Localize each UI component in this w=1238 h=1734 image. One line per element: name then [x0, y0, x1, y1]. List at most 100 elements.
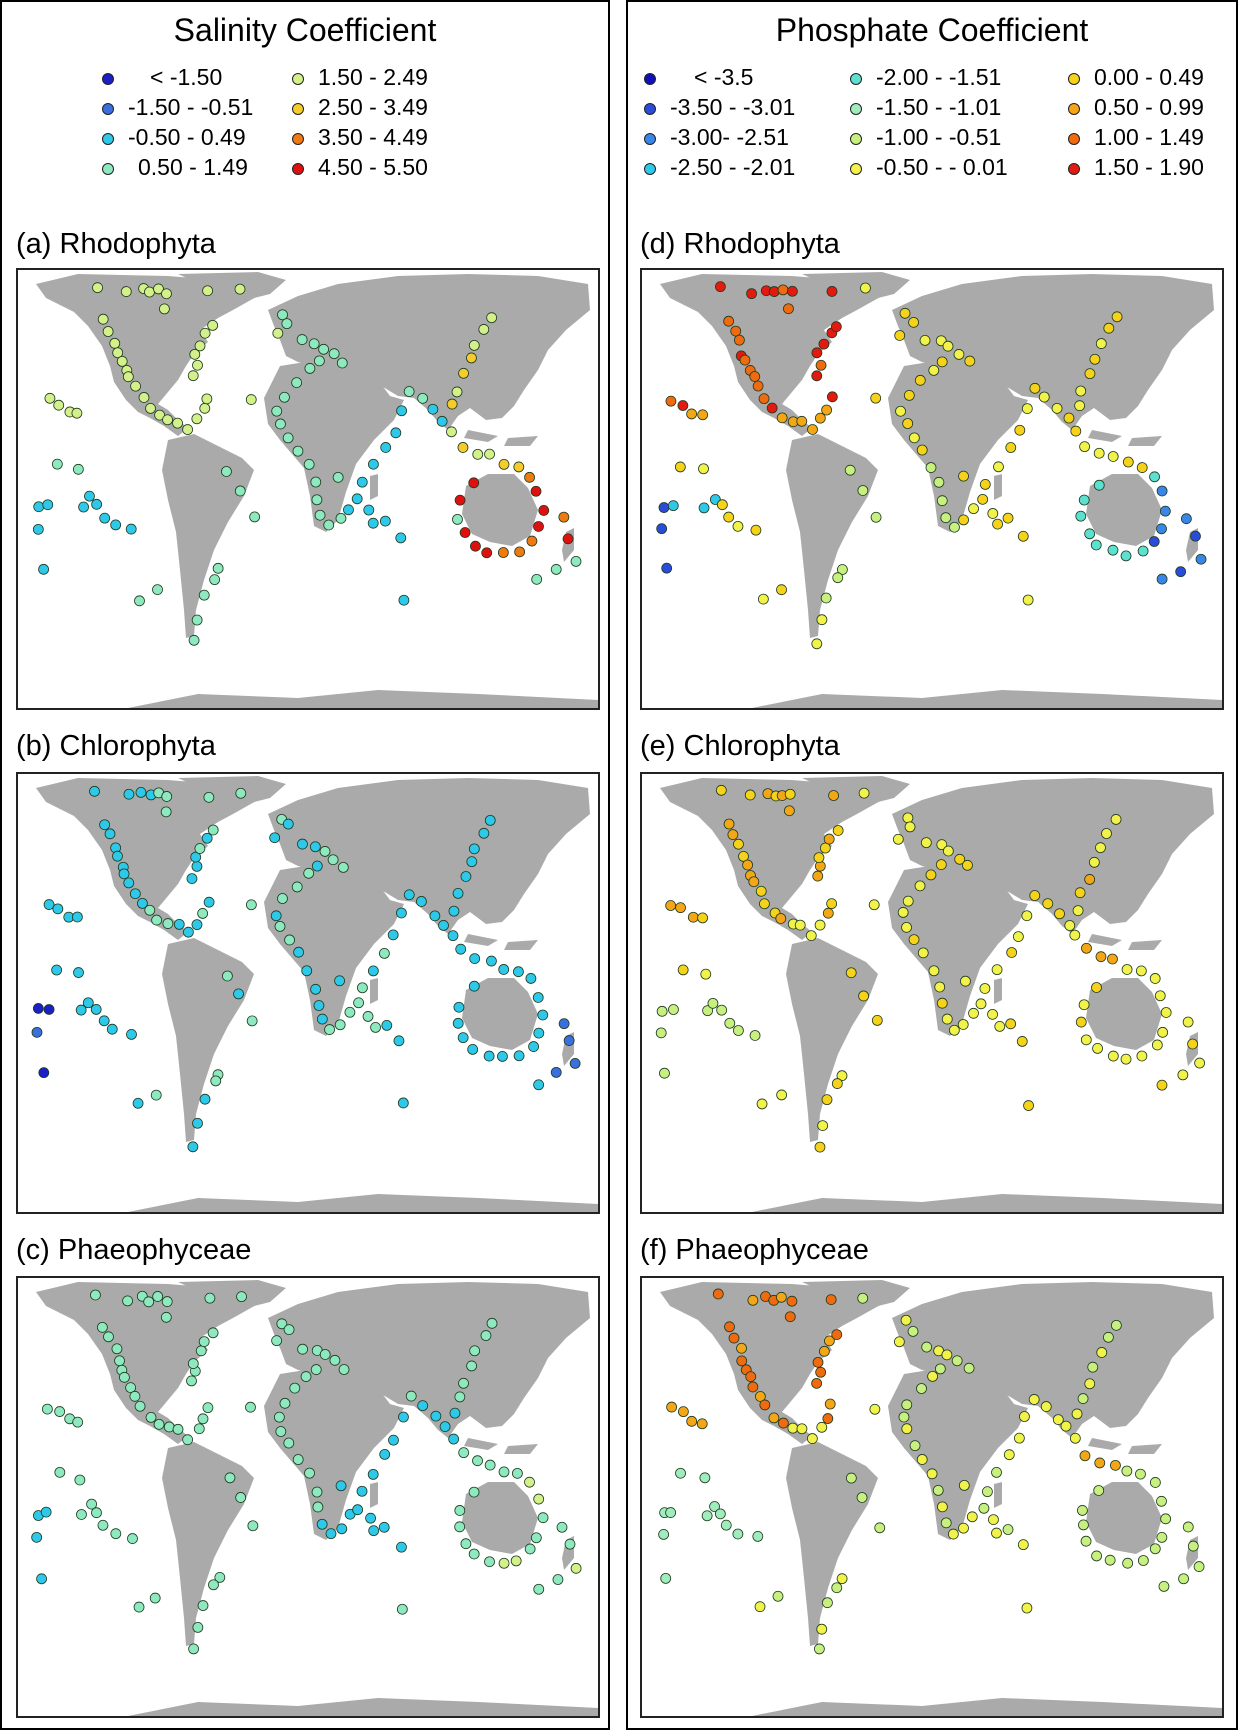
collection-site-marker	[109, 337, 121, 349]
collection-site-marker	[514, 546, 526, 558]
collection-site-marker	[677, 1406, 689, 1418]
collection-site-marker	[677, 964, 689, 976]
collection-site-marker	[1135, 965, 1147, 977]
collection-site-marker	[337, 861, 349, 873]
collection-site-marker	[76, 1509, 87, 1520]
collection-site-marker	[934, 981, 946, 993]
collection-site-marker	[665, 395, 677, 407]
collection-site-marker	[1160, 1007, 1172, 1018]
collection-site-marker	[1110, 1319, 1122, 1331]
landmass	[1128, 1444, 1162, 1454]
collection-site-marker	[186, 873, 198, 885]
landmass	[464, 934, 498, 946]
collection-site-marker	[1101, 828, 1112, 839]
collection-site-marker	[119, 1371, 130, 1383]
legend-swatch	[102, 163, 114, 175]
collection-site-marker	[1194, 1057, 1206, 1069]
collection-site-marker	[1078, 1519, 1089, 1531]
collection-site-marker	[819, 842, 831, 854]
collection-site-marker	[145, 1411, 157, 1423]
collection-site-marker	[533, 1079, 545, 1091]
collection-site-marker	[987, 508, 999, 519]
collection-site-marker	[187, 1358, 199, 1369]
collection-site-marker	[1091, 982, 1102, 993]
landmass	[660, 778, 902, 940]
collection-site-marker	[454, 1505, 466, 1516]
legend-swatch	[102, 73, 114, 85]
landmass	[786, 434, 878, 638]
collection-site-marker	[90, 1289, 101, 1301]
collection-site-marker	[1021, 1602, 1033, 1614]
collection-site-marker	[367, 517, 379, 529]
collection-site-marker	[207, 824, 219, 836]
collection-site-marker	[427, 403, 439, 415]
landmass	[36, 274, 278, 436]
landmass	[892, 274, 1214, 430]
collection-site-marker	[526, 535, 538, 547]
collection-site-marker	[1063, 412, 1075, 424]
collection-site-marker	[674, 461, 686, 473]
collection-site-marker	[916, 1383, 927, 1394]
collection-site-marker	[977, 493, 989, 505]
collection-site-marker	[831, 1078, 843, 1089]
collection-site-marker	[815, 359, 827, 371]
collection-site-marker	[138, 392, 150, 403]
panel-label-a: (a) Rhodophyta	[16, 228, 216, 260]
collection-site-marker	[1094, 1457, 1106, 1469]
landmass	[370, 1482, 378, 1508]
collection-site-marker	[197, 1413, 209, 1425]
collection-site-marker	[275, 418, 286, 430]
collection-site-marker	[901, 1423, 913, 1435]
collection-site-marker	[845, 967, 857, 979]
map-panel-b	[16, 772, 600, 1214]
collection-site-marker	[430, 1410, 442, 1422]
collection-site-marker	[303, 867, 315, 879]
landmass	[1086, 978, 1162, 1050]
collection-site-marker	[675, 902, 686, 914]
collection-site-marker	[249, 511, 261, 523]
collection-site-marker	[452, 1017, 464, 1029]
collection-site-marker	[292, 445, 304, 457]
collection-site-marker	[742, 859, 754, 871]
collection-site-marker	[1149, 973, 1161, 984]
collection-site-marker	[233, 988, 244, 1000]
collection-site-marker	[483, 1050, 495, 1062]
collection-site-marker	[564, 1538, 576, 1550]
collection-site-marker	[805, 930, 817, 941]
collection-site-marker	[968, 503, 979, 515]
collection-site-marker	[857, 1292, 869, 1304]
collection-site-marker	[137, 897, 148, 909]
collection-site-marker	[82, 997, 94, 1009]
collection-site-marker	[154, 409, 166, 421]
collection-site-marker	[197, 908, 209, 919]
collection-site-marker	[752, 1530, 764, 1542]
collection-site-marker	[992, 518, 1003, 530]
collection-site-marker	[786, 1295, 798, 1307]
collection-site-marker	[38, 563, 49, 575]
collection-site-marker	[777, 284, 789, 296]
collection-site-marker	[1157, 1026, 1169, 1038]
collection-site-marker	[32, 523, 44, 535]
collection-site-marker	[187, 1141, 199, 1153]
collection-site-marker	[530, 485, 542, 497]
collection-site-marker	[182, 424, 194, 435]
collection-site-marker	[964, 355, 976, 367]
collection-site-marker	[332, 471, 344, 483]
collection-site-marker	[368, 1525, 380, 1537]
collection-site-marker	[1084, 874, 1096, 885]
collection-site-marker	[794, 919, 806, 931]
collection-site-marker	[96, 1321, 108, 1333]
legend-label: -3.50 - -3.01	[670, 94, 796, 120]
collection-site-marker	[937, 1501, 948, 1513]
collection-site-marker	[236, 1291, 247, 1303]
landmass	[888, 864, 1028, 1036]
collection-site-marker	[436, 415, 448, 427]
legend-swatch	[102, 133, 114, 145]
collection-site-marker	[397, 1097, 409, 1109]
collection-site-marker	[748, 876, 760, 888]
collection-site-marker	[659, 1067, 670, 1079]
collection-site-marker	[53, 399, 65, 411]
collection-site-marker	[733, 838, 744, 850]
collection-site-marker	[916, 1454, 928, 1465]
collection-site-marker	[975, 998, 987, 1010]
